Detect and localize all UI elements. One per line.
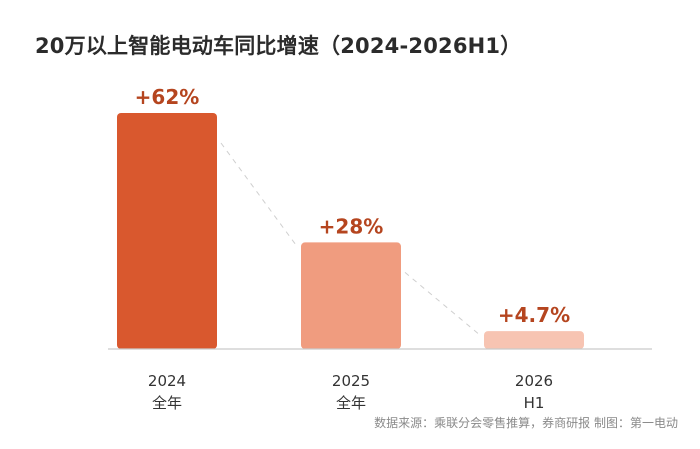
data-labels: +62% +28% +4.7% [135,85,570,327]
x-tick-label: 全年 [336,394,366,412]
data-label: +4.7% [498,303,570,327]
data-label: +62% [135,85,200,109]
x-tick-label: 2025 [332,372,370,390]
bar-2025-全年 [301,242,401,349]
x-tick-label: H1 [524,394,545,412]
bar-2024-全年 [117,113,217,349]
trend-line [220,142,298,247]
bar-2026-H1 [484,331,584,349]
x-tick-labels: 2024 全年 2025 全年 2026 H1 [148,372,553,412]
chart-title: 20万以上智能电动车同比增速（2024-2026H1） [35,34,522,58]
x-tick-label: 2024 [148,372,186,390]
trend-lines [220,142,481,336]
x-tick-label: 全年 [152,394,182,412]
data-label: +28% [319,214,384,238]
trend-line [404,272,481,336]
x-tick-label: 2026 [515,372,553,390]
data-source-note: 数据来源：乘联分会零售推算，券商研报 制图：第一电动 [374,416,678,430]
bars [117,113,584,349]
